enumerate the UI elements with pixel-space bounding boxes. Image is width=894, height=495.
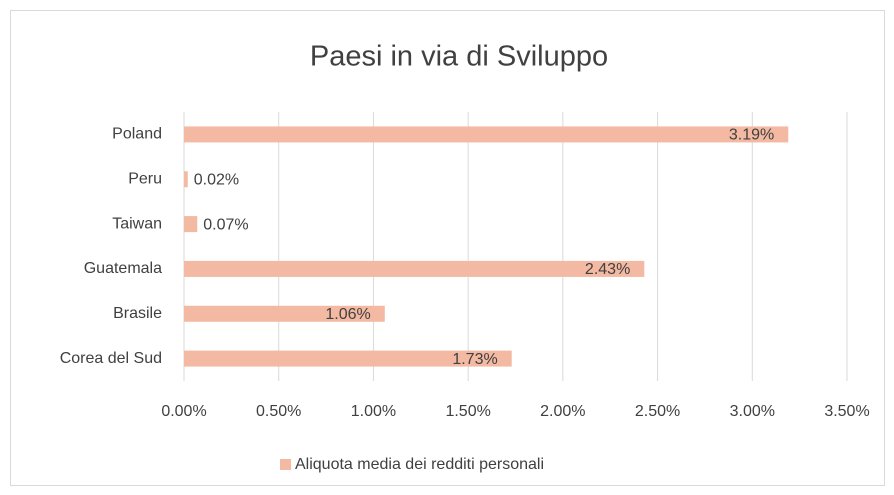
x-tick-label: 0.50% <box>256 403 301 420</box>
bar <box>184 350 512 367</box>
data-label: 1.06% <box>325 306 370 323</box>
y-tick-label: Taiwan <box>112 215 162 232</box>
x-tick-label: 3.00% <box>730 403 775 420</box>
x-tick-label: 2.00% <box>540 403 585 420</box>
y-tick-label: Peru <box>128 170 162 187</box>
x-tick-label: 2.50% <box>635 403 680 420</box>
chart-border <box>10 10 885 486</box>
bar <box>184 216 198 233</box>
legend-label: Aliquota media dei redditi personali <box>295 456 544 473</box>
y-tick-label: Guatemala <box>84 260 162 277</box>
x-tick-label: 1.50% <box>445 403 490 420</box>
x-tick-label: 1.00% <box>351 403 396 420</box>
x-tick-label: 3.50% <box>824 403 869 420</box>
chart-title: Paesi in via di Sviluppo <box>310 41 608 73</box>
data-label: 2.43% <box>585 261 630 278</box>
bar <box>184 171 188 188</box>
data-label: 3.19% <box>729 127 774 144</box>
bar <box>184 260 645 277</box>
bar <box>184 305 385 322</box>
data-label: 0.07% <box>203 216 248 233</box>
bar <box>184 126 789 143</box>
y-tick-label: Corea del Sud <box>60 350 162 367</box>
x-tick-label: 0.00% <box>161 403 206 420</box>
y-tick-label: Brasile <box>113 305 162 322</box>
y-tick-label: Poland <box>112 126 162 143</box>
data-label: 0.02% <box>194 171 239 188</box>
data-label: 1.73% <box>452 351 497 368</box>
legend-swatch <box>280 459 291 470</box>
